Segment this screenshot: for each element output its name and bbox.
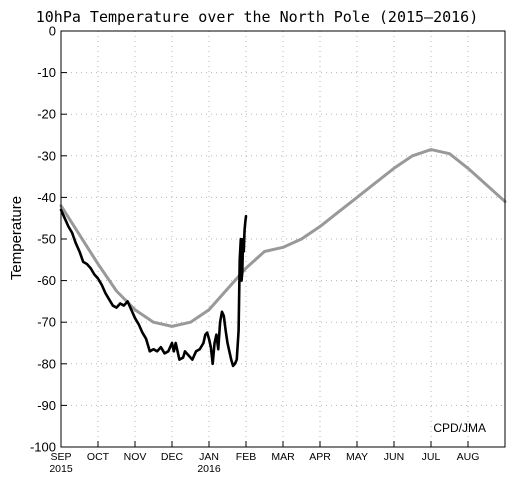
x-tick-year: 2016 <box>197 463 221 475</box>
x-tick-label: JUL <box>422 451 441 463</box>
y-axis-ticks: 0 -10 -20 -30 -40 -50 -60 -70 -80 -90 -100 <box>30 24 67 455</box>
x-tick-label: FEB <box>236 451 256 463</box>
x-tick-label: JAN <box>199 451 219 463</box>
source-annotation: CPD/JMA <box>433 421 486 435</box>
y-tick-label: -10 <box>37 65 56 80</box>
y-tick-label: -80 <box>37 356 56 371</box>
y-axis-label: Temperature <box>8 196 25 280</box>
chart-title: 10hPa Temperature over the North Pole (2… <box>36 8 479 26</box>
series-line-observed <box>59 208 248 368</box>
series-lines <box>59 148 507 368</box>
x-tick-label: SEP <box>50 451 71 463</box>
y-tick-label: -90 <box>37 398 56 413</box>
x-tick-label: JUN <box>384 451 404 463</box>
y-tick-label: -60 <box>37 273 56 288</box>
y-tick-label: -20 <box>37 107 56 122</box>
series-line-climatology <box>59 148 507 328</box>
y-tick-label: -70 <box>37 315 56 330</box>
x-tick-label: MAR <box>271 451 295 463</box>
y-tick-label: -40 <box>37 190 56 205</box>
plot-frame <box>60 30 506 448</box>
y-tick-label: -30 <box>37 148 56 163</box>
x-tick-label: OCT <box>87 451 110 463</box>
x-tick-label: APR <box>309 451 331 463</box>
x-tick-year: 2015 <box>49 463 73 475</box>
x-tick-label: DEC <box>161 451 184 463</box>
grid-lines <box>61 31 505 447</box>
x-tick-label: AUG <box>457 451 480 463</box>
y-tick-label: -50 <box>37 232 56 247</box>
y-tick-label: -100 <box>30 440 56 455</box>
y-tick-label: 0 <box>49 24 56 39</box>
x-tick-label: MAY <box>346 451 368 463</box>
x-tick-label: NOV <box>124 451 147 463</box>
